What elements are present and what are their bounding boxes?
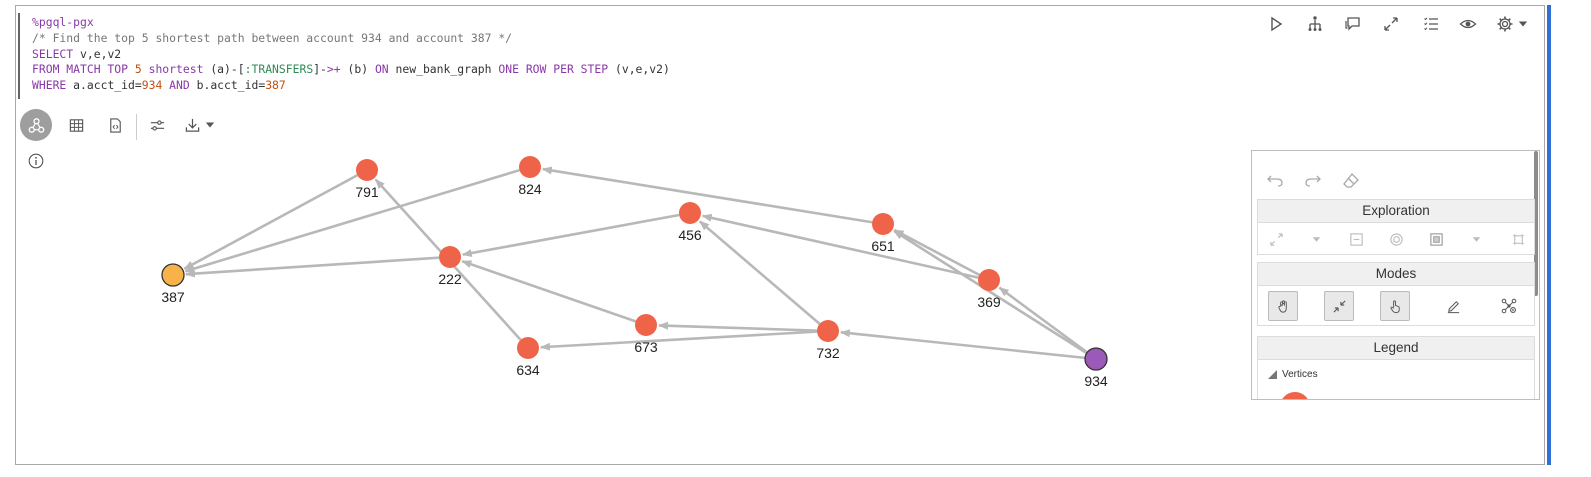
graph-view-button[interactable] xyxy=(20,109,52,141)
collapse-triangle-icon[interactable] xyxy=(1268,370,1277,379)
edge-824-387[interactable] xyxy=(184,168,520,273)
vertex-label: 732 xyxy=(816,345,840,361)
download-button[interactable] xyxy=(180,113,204,137)
vertex-label: 369 xyxy=(977,294,1001,310)
vertex-369[interactable] xyxy=(978,269,1000,291)
graph-tools-panel: Exploration Modes Legend Vertices xyxy=(1251,150,1540,400)
code-line[interactable]: FROM MATCH TOP 5 shortest (a)-[:TRANSFER… xyxy=(32,62,670,77)
select-frame-icon[interactable] xyxy=(1426,229,1446,249)
edge-369-651[interactable] xyxy=(893,228,980,277)
edge-673-222[interactable] xyxy=(461,260,637,323)
redo-icon[interactable] xyxy=(1302,169,1324,191)
vertex-label: 456 xyxy=(678,227,702,243)
graph-canvas[interactable] xyxy=(0,0,1250,477)
crop-icon[interactable] xyxy=(1508,229,1528,249)
zoom-mode-button[interactable] xyxy=(1324,291,1354,321)
gear-icon[interactable] xyxy=(1494,13,1516,35)
vertex-732[interactable] xyxy=(817,320,839,342)
settings-sliders-button[interactable] xyxy=(145,113,169,137)
chevron-down-icon[interactable] xyxy=(1306,229,1326,249)
edge-934-369[interactable] xyxy=(998,286,1088,354)
panel-scrollbar[interactable] xyxy=(1534,151,1538,296)
chevron-down-icon[interactable] xyxy=(1516,13,1530,35)
edit-icon xyxy=(1447,300,1459,313)
vertex-label: 673 xyxy=(634,339,658,355)
vertex-791[interactable] xyxy=(356,159,378,181)
run-icon[interactable] xyxy=(1265,13,1287,35)
vertex-387[interactable] xyxy=(161,263,185,287)
vertex-673[interactable] xyxy=(635,314,657,336)
vertex-934[interactable] xyxy=(1084,347,1108,371)
pointer-hand-icon xyxy=(1390,299,1400,313)
settings-sliders-icon xyxy=(150,119,164,131)
hand-icon xyxy=(1277,299,1287,313)
shrink-icon xyxy=(1332,299,1346,313)
chevron-down-icon[interactable] xyxy=(1466,229,1486,249)
comment-icon[interactable] xyxy=(1342,13,1364,35)
edge-934-651[interactable] xyxy=(893,229,1088,355)
code-editor[interactable]: %pgql-pgx/* Find the top 5 shortest path… xyxy=(18,13,1248,99)
eraser-icon[interactable] xyxy=(1340,169,1362,191)
undo-icon[interactable] xyxy=(1264,169,1286,191)
code-line[interactable]: WHERE a.acct_id=934 AND b.acct_id=387 xyxy=(32,78,286,93)
edge-732-634[interactable] xyxy=(539,330,818,351)
network-mode-button[interactable] xyxy=(1494,291,1524,321)
exploration-tools xyxy=(1257,223,1535,255)
vertex-label: 824 xyxy=(518,181,542,197)
edge-732-673[interactable] xyxy=(657,321,818,332)
code-line[interactable]: /* Find the top 5 shortest path between … xyxy=(32,30,513,45)
select-mode-button[interactable] xyxy=(1380,291,1410,321)
vertex-label: 387 xyxy=(161,289,185,305)
legend-vertex-swatch xyxy=(1280,392,1310,399)
edit-mode-button[interactable] xyxy=(1438,291,1468,321)
focus-icon[interactable] xyxy=(1386,229,1406,249)
vertex-634[interactable] xyxy=(517,337,539,359)
download-icon xyxy=(185,118,199,132)
vertex-824[interactable] xyxy=(519,156,541,178)
code-line[interactable]: SELECT v,e,v2 xyxy=(32,46,122,61)
info-icon[interactable] xyxy=(28,153,44,169)
exploration-header[interactable]: Exploration xyxy=(1257,199,1535,223)
network-icon xyxy=(1501,298,1517,314)
toolbar-separator xyxy=(136,114,137,140)
modes-header[interactable]: Modes xyxy=(1257,262,1535,286)
code-line[interactable]: %pgql-pgx xyxy=(32,15,94,29)
eye-icon[interactable] xyxy=(1457,13,1479,35)
pan-mode-button[interactable] xyxy=(1268,291,1298,321)
list-icon[interactable] xyxy=(1420,13,1442,35)
legend-body: Vertices xyxy=(1257,360,1535,399)
expand-icon[interactable] xyxy=(1380,13,1402,35)
paragraph-selection-bar xyxy=(1547,5,1551,465)
code-view-button[interactable] xyxy=(103,113,127,137)
vertex-456[interactable] xyxy=(679,202,701,224)
vertex-label: 634 xyxy=(516,362,540,378)
vertex-label: 791 xyxy=(355,184,379,200)
chevron-down-icon xyxy=(205,122,215,128)
expand-node-icon[interactable] xyxy=(1266,229,1286,249)
vertex-label: 934 xyxy=(1084,373,1108,389)
vertex-651[interactable] xyxy=(872,213,894,235)
edge-456-222[interactable] xyxy=(461,213,680,257)
edge-222-387[interactable] xyxy=(184,256,440,278)
vertex-222[interactable] xyxy=(439,246,461,268)
download-dropdown[interactable] xyxy=(203,113,217,137)
edge-732-456[interactable] xyxy=(699,220,821,325)
legend-header[interactable]: Legend xyxy=(1257,336,1535,360)
edge-651-824[interactable] xyxy=(541,166,873,224)
legend-vertices-label: Vertices xyxy=(1282,369,1318,380)
collapse-icon[interactable] xyxy=(1346,229,1366,249)
edge-369-456[interactable] xyxy=(701,213,979,279)
edge-791-387[interactable] xyxy=(183,174,358,270)
vertex-label: 222 xyxy=(438,271,462,287)
table-view-icon xyxy=(69,118,83,132)
hierarchy-icon[interactable] xyxy=(1304,13,1326,35)
vertex-label: 651 xyxy=(871,238,895,254)
graph-view-icon xyxy=(28,117,44,133)
modes-tools xyxy=(1257,286,1535,326)
table-view-button[interactable] xyxy=(64,113,88,137)
edge-934-732[interactable] xyxy=(839,329,1086,360)
code-view-icon xyxy=(109,117,121,133)
